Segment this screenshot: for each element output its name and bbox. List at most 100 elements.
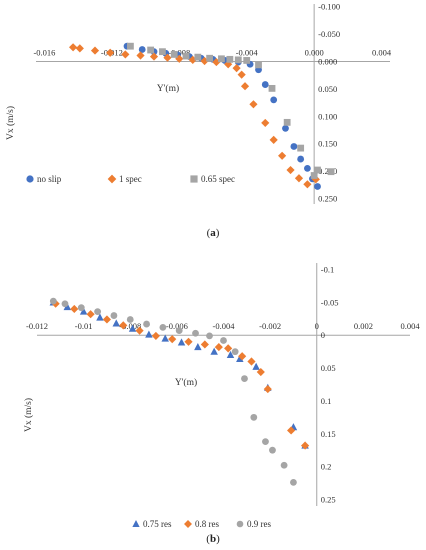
data-point — [51, 299, 60, 308]
y-tick-label: 0.000 — [318, 57, 337, 67]
data-point — [261, 81, 269, 88]
caption-b-label: b — [209, 533, 217, 545]
data-point — [200, 340, 209, 349]
data-point — [297, 155, 305, 163]
data-point — [262, 438, 269, 446]
x-tick-label: 0 — [315, 321, 319, 331]
x-tick-label: -0.002 — [259, 321, 281, 331]
data-point — [184, 337, 193, 346]
y-tick-label: 0.050 — [318, 84, 337, 94]
data-point — [136, 51, 145, 60]
chart-b: -0.012 -0.01 -0.008 -0.006 -0.004 -0.002 0 0.00… — [23, 263, 420, 529]
data-point — [263, 385, 272, 394]
data-point — [206, 332, 213, 340]
data-point — [212, 58, 221, 67]
data-point — [86, 310, 95, 319]
data-point — [126, 316, 134, 323]
x-tick-label: -0.006 — [166, 321, 188, 331]
data-point — [304, 164, 311, 172]
data-point — [70, 304, 79, 314]
data-point — [243, 57, 251, 64]
caption-a-label: a — [210, 227, 216, 239]
data-point — [159, 48, 166, 56]
data-point — [210, 347, 218, 355]
data-point — [256, 367, 265, 377]
data-point — [286, 165, 295, 175]
data-point — [236, 354, 244, 362]
x-tick-label: -0.004 — [213, 321, 236, 331]
data-point — [127, 42, 134, 50]
y-tick-label: 0.1 — [321, 396, 332, 406]
data-point — [75, 44, 84, 53]
y-tick-label: 0.2 — [321, 462, 332, 472]
x-tick-label: 0.004 — [372, 48, 392, 58]
data-point — [297, 144, 305, 152]
data-point — [175, 54, 184, 63]
data-point — [194, 342, 202, 351]
legend-marker — [184, 520, 192, 528]
data-point — [250, 413, 258, 421]
data-point — [241, 375, 248, 382]
data-point — [269, 446, 276, 454]
data-point — [177, 338, 186, 346]
data-point — [163, 53, 172, 62]
data-point — [145, 330, 153, 338]
y-tick-label: 0.05 — [321, 363, 336, 373]
data-point — [270, 96, 278, 104]
data-point — [110, 312, 118, 319]
series-1-spec — [69, 43, 320, 189]
data-point — [138, 46, 146, 53]
y-tick-label: 0.100 — [318, 111, 337, 121]
data-point — [168, 335, 177, 344]
legend-marker — [107, 174, 117, 184]
data-point — [151, 331, 160, 340]
y-tick-label: 0.25 — [321, 494, 336, 504]
data-point — [310, 172, 318, 179]
data-point — [269, 135, 278, 144]
y-tick-label: -0.05 — [321, 297, 339, 307]
data-point — [247, 357, 256, 366]
chart-a: -0.016-0.012-0.008-0.0040.0000.004-0.100… — [5, 2, 392, 204]
data-point — [301, 441, 310, 450]
x-tick-label: -0.012 — [26, 321, 48, 331]
data-point — [94, 308, 102, 315]
data-point — [77, 304, 85, 312]
data-point — [161, 334, 169, 342]
data-point — [252, 362, 260, 370]
data-point — [311, 175, 320, 184]
data-point — [249, 100, 258, 109]
data-point — [79, 307, 88, 315]
caption-b: (b) — [206, 533, 220, 545]
legend-marker — [26, 175, 34, 183]
data-point — [224, 344, 233, 353]
x-tick-label: -0.016 — [33, 48, 55, 58]
data-point — [294, 174, 304, 183]
legend-marker — [190, 175, 198, 183]
data-point — [49, 297, 57, 305]
data-point — [220, 337, 227, 344]
caption-a: (a) — [206, 227, 220, 239]
legend-marker — [132, 520, 140, 527]
data-point — [287, 426, 296, 435]
data-point — [303, 180, 312, 189]
data-point — [119, 321, 128, 330]
data-point — [231, 348, 239, 356]
data-point — [314, 183, 321, 190]
x-axis-title: Y'(m) — [157, 83, 179, 94]
data-point — [159, 323, 167, 331]
data-point — [226, 350, 235, 359]
data-point — [128, 324, 137, 332]
data-point — [314, 166, 321, 174]
data-point — [290, 478, 297, 486]
data-point — [226, 55, 234, 63]
data-point — [268, 84, 276, 92]
data-point — [232, 64, 241, 73]
x-tick-label: 0.004 — [400, 321, 420, 331]
data-point — [261, 118, 270, 127]
legend-label: 0.65 spec — [201, 174, 235, 184]
legend-label: 0.9 res — [247, 519, 271, 529]
data-point — [135, 326, 144, 335]
data-point — [182, 52, 190, 60]
data-point — [238, 352, 247, 361]
